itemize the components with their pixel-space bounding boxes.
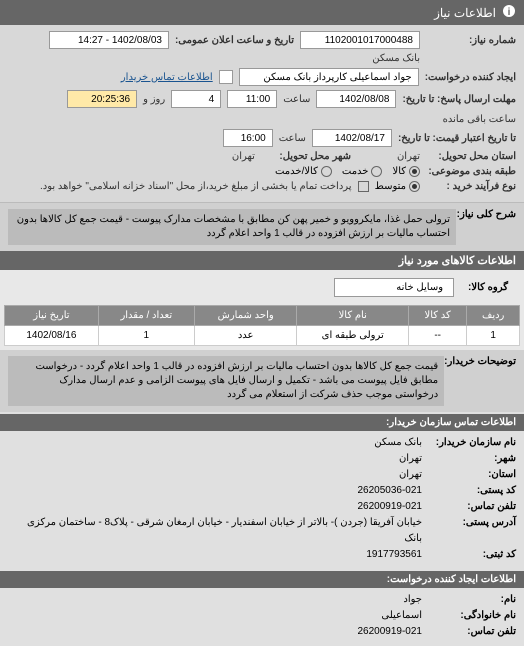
delivery-province-label: استان محل تحویل: <box>426 151 516 162</box>
delivery-city: تهران <box>232 151 255 162</box>
explanation-row: توضیحات خریدار: قیمت جمع کل کالاها بدون … <box>0 350 524 412</box>
province-label: استان: <box>426 467 516 483</box>
time-label-1: ساعت <box>283 94 310 105</box>
cname-label: نام: <box>426 592 516 608</box>
clastname-value: اسماعیلی <box>381 608 422 624</box>
cell-unit: عدد <box>194 326 297 346</box>
radio-service-label: خدمت <box>342 166 369 177</box>
group-value: وسایل خانه <box>334 278 454 297</box>
radio-both-label: کالا/خدمت <box>275 166 318 177</box>
description-label: شرح کلی نیاز: <box>456 209 516 245</box>
postal-value: 26205036-021 <box>357 483 422 499</box>
goods-table: ردیف کد کالا نام کالا واحد شمارش تعداد /… <box>4 305 520 346</box>
phone-label: تلفن تماس: <box>426 499 516 515</box>
radio-goods[interactable]: کالا <box>392 166 420 177</box>
delivery-province: تهران <box>397 151 420 162</box>
panel-title: اطلاعات نیاز <box>434 6 496 20</box>
cell-code: -- <box>408 326 466 346</box>
address-value: خیابان آفریقا (جردن )- بالاتر از خیابان … <box>8 515 422 547</box>
radio-medium[interactable]: متوسط <box>375 181 420 192</box>
cphone-label: تلفن تماس: <box>426 624 516 640</box>
phone-value: 26200919-021 <box>357 499 422 515</box>
reg-value: 1917793561 <box>366 547 422 563</box>
buyer-contact-section: اطلاعات تماس سازمان خریدار: نام سازمان خ… <box>0 412 524 569</box>
svg-text:i: i <box>508 7 511 18</box>
payment-checkbox[interactable] <box>358 181 369 192</box>
buyer-contact-header: اطلاعات تماس سازمان خریدار: <box>0 414 524 431</box>
bank-name: بانک مسکن <box>372 53 420 64</box>
request-number-label: شماره نیاز: <box>426 35 516 46</box>
col-name: نام کالا <box>297 306 409 326</box>
category-radio-group: کالا خدمت کالا/خدمت <box>275 166 420 177</box>
deadline-label: مهلت ارسال پاسخ: تا تاریخ: <box>402 94 516 105</box>
radio-goods-input[interactable] <box>409 166 420 177</box>
explanation-text: قیمت جمع کل کالاها بدون احتساب مالیات بر… <box>8 356 444 406</box>
delivery-city-label: شهر محل تحویل: <box>261 151 351 162</box>
address-label: آدرس پستی: <box>426 515 516 547</box>
creator-contact-header: اطلاعات ایجاد کننده درخواست: <box>0 571 524 588</box>
description-row: شرح کلی نیاز: ترولی حمل غذا، مایکروویو و… <box>0 203 524 251</box>
creator-field[interactable]: جواد اسماعیلی کارپرداز بانک مسکن <box>239 68 419 86</box>
contact-icon[interactable] <box>219 70 233 84</box>
col-unit: واحد شمارش <box>194 306 297 326</box>
description-text: ترولی حمل غذا، مایکروویو و خمیر پهن کن م… <box>8 209 456 245</box>
col-date: تاریخ نیاز <box>5 306 99 326</box>
payment-note: پرداخت تمام یا بخشی از مبلغ خرید،از محل … <box>40 181 352 192</box>
time-label-2: ساعت <box>279 133 306 144</box>
day-label: روز و <box>143 94 165 105</box>
org-label: نام سازمان خریدار: <box>426 435 516 451</box>
validity-time[interactable]: 16:00 <box>223 129 273 147</box>
days-left[interactable]: 4 <box>171 90 221 108</box>
category-label: طبقه بندی موضوعی: <box>426 166 516 177</box>
info-panel: شماره نیاز: 1102001017000488 تاریخ و ساع… <box>0 25 524 203</box>
city-label: شهر: <box>426 451 516 467</box>
payment-label: نوع فرآیند خرید : <box>426 181 516 192</box>
deadline-time[interactable]: 11:00 <box>227 90 277 108</box>
org-value: بانک مسکن <box>374 435 422 451</box>
city-value: تهران <box>399 451 422 467</box>
explanation-label: توضیحات خریدار: <box>444 356 516 406</box>
clastname-label: نام خانوادگی: <box>426 608 516 624</box>
radio-service[interactable]: خدمت <box>342 166 383 177</box>
validity-date[interactable]: 1402/08/17 <box>312 129 392 147</box>
deadline-date[interactable]: 1402/08/08 <box>316 90 396 108</box>
reg-label: کد ثبتی: <box>426 547 516 563</box>
validity-label: تا تاریخ اعتبار قیمت: تا تاریخ: <box>398 133 516 144</box>
public-datetime-label: تاریخ و ساعت اعلان عمومی: <box>175 35 294 46</box>
radio-both-input[interactable] <box>321 166 332 177</box>
creator-contact-section: اطلاعات ایجاد کننده درخواست: نام:جواد نا… <box>0 569 524 646</box>
buyer-contact-link[interactable]: اطلاعات تماس خریدار <box>121 72 213 83</box>
cphone-value: 26200919-021 <box>357 624 422 640</box>
remaining-time: 20:25:36 <box>67 90 137 108</box>
radio-goods-label: کالا <box>392 166 406 177</box>
goods-section-header: اطلاعات کالاهای مورد نیاز <box>0 251 524 270</box>
public-datetime-field[interactable]: 1402/08/03 - 14:27 <box>49 31 169 49</box>
radio-service-input[interactable] <box>371 166 382 177</box>
province-value: تهران <box>399 467 422 483</box>
goods-table-area: گروه کالا: وسایل خانه ردیف کد کالا نام ک… <box>0 270 524 350</box>
remaining-label: ساعت باقی مانده <box>443 114 516 125</box>
cell-date: 1402/08/16 <box>5 326 99 346</box>
cname-value: جواد <box>403 592 422 608</box>
creator-label: ایجاد کننده درخواست: <box>425 72 516 83</box>
col-qty: تعداد / مقدار <box>98 306 194 326</box>
radio-both[interactable]: کالا/خدمت <box>275 166 332 177</box>
table-row: 1 -- ترولی طبقه ای عدد 1 1402/08/16 <box>5 326 520 346</box>
col-row: ردیف <box>467 306 520 326</box>
radio-medium-input[interactable] <box>409 181 420 192</box>
cell-row: 1 <box>467 326 520 346</box>
cell-qty: 1 <box>98 326 194 346</box>
radio-medium-label: متوسط <box>375 181 406 192</box>
cell-name: ترولی طبقه ای <box>297 326 409 346</box>
request-number-field[interactable]: 1102001017000488 <box>300 31 420 49</box>
panel-header: i اطلاعات نیاز <box>0 0 524 25</box>
info-icon: i <box>502 4 516 21</box>
postal-label: کد پستی: <box>426 483 516 499</box>
group-label: گروه کالا: <box>460 278 516 297</box>
col-code: کد کالا <box>408 306 466 326</box>
